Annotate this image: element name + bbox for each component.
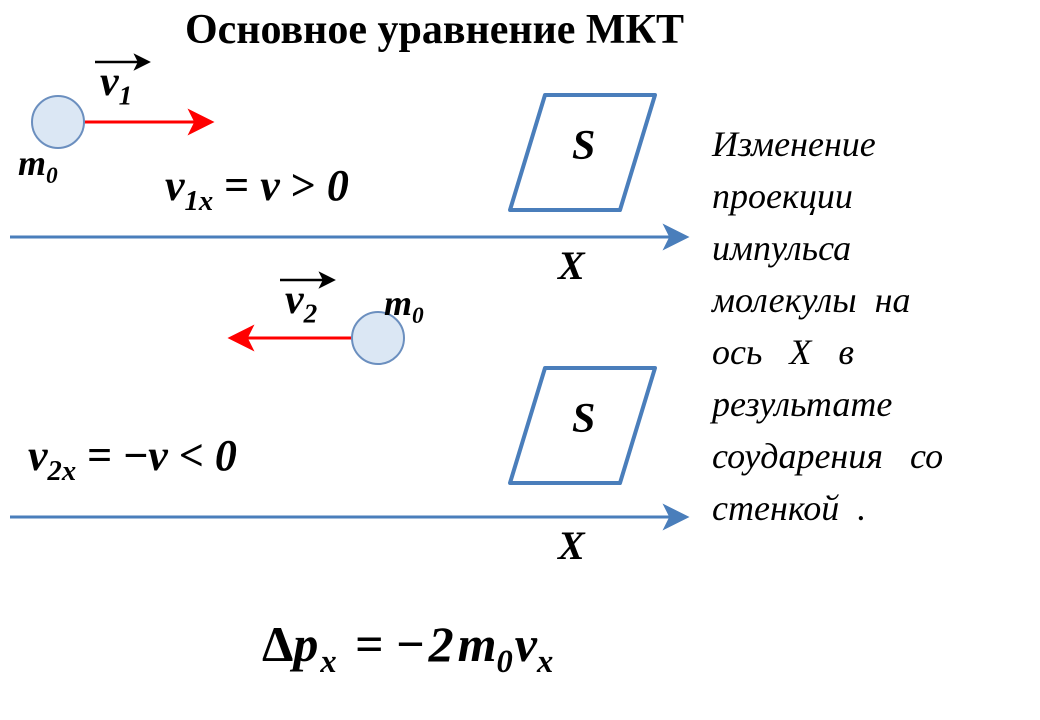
equation-v1x: v1x = v > 0 (165, 160, 349, 218)
equation-v2x: v2x = −v < 0 (28, 430, 237, 488)
molecule-1 (32, 96, 84, 148)
label-v2: v2 (285, 276, 317, 329)
description-text: Изменениепроекцииимпульсамолекулы наось … (712, 118, 1032, 534)
label-v1: v1 (100, 58, 132, 111)
label-X2: X (558, 522, 585, 569)
label-m0-1: m0 (18, 142, 58, 190)
label-S1: S (572, 122, 595, 170)
page-title: Основное уравнение МКТ (185, 6, 684, 54)
label-X1: X (558, 242, 585, 289)
label-m0-2: m0 (384, 282, 424, 330)
equation-delta-p: Δpx = −2m0vx (262, 615, 553, 681)
label-S2: S (572, 395, 595, 443)
